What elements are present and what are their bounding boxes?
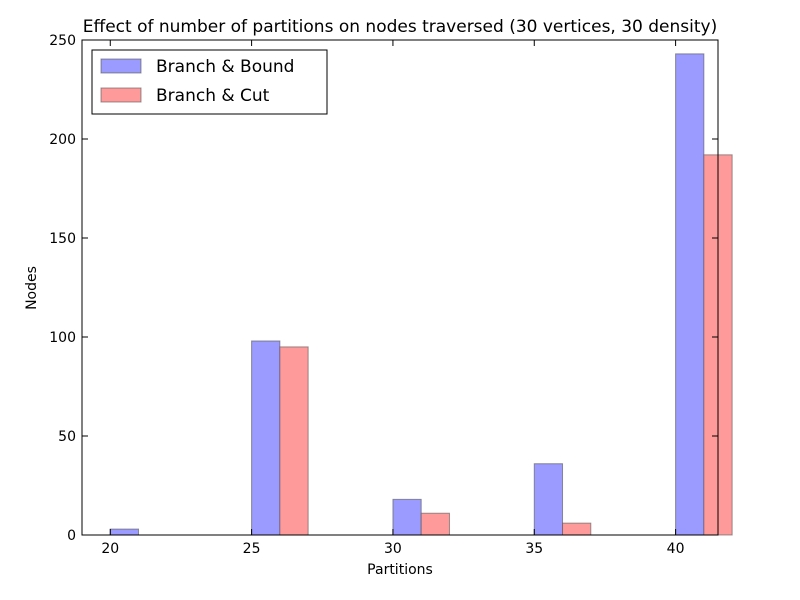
bar-branch-cut-35 [562,522,592,536]
plot-frame [81,39,719,536]
bar-branch-bound-35 [533,463,564,536]
x-tick-label: 20 [101,541,119,557]
y-axis-label: Nodes [24,266,40,310]
legend-swatch [100,58,142,74]
bar-branch-cut-25 [279,346,309,536]
y-tick-label: 200 [49,132,76,148]
y-tick-label: 0 [67,528,76,544]
x-tick-label: 35 [525,541,543,557]
legend: Branch & Bound Branch & Cut [91,49,328,115]
y-tick-label: 100 [49,330,76,346]
bar-branch-bound-25 [251,340,281,536]
x-axis-label: Partitions [367,562,433,578]
bar-branch-bound-30 [392,498,422,536]
chart-title: Effect of number of partitions on nodes … [83,17,717,37]
x-tick-label: 30 [384,541,402,557]
y-tick-label: 250 [49,33,76,49]
x-axis: 20 25 30 35 40 [101,40,685,557]
legend-label: Branch & Cut [156,86,270,106]
bar-branch-bound-20 [109,528,140,536]
x-tick-label: 40 [667,541,685,557]
x-tick-label: 25 [243,541,261,557]
legend-label: Branch & Bound [156,57,294,77]
bar-branch-cut-30 [420,512,450,536]
y-axis: 0 50 100 150 200 250 [49,33,718,544]
bar-branch-bound-40 [675,53,705,536]
y-tick-label: 150 [49,231,76,247]
y-tick-label: 50 [58,429,76,445]
legend-swatch [100,87,142,103]
bars-layer [109,53,733,536]
